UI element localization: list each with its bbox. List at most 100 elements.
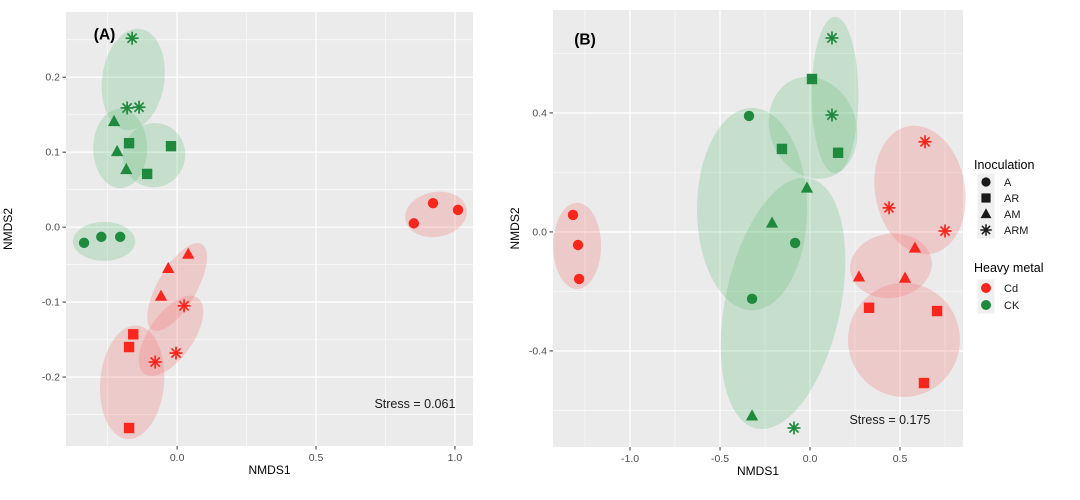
- x-tick-label: 0.5: [309, 452, 324, 464]
- confidence-ellipse-ck: [93, 108, 148, 189]
- triangle-marker-point: [110, 144, 124, 157]
- legend: Inoculation A AR AM ARM Heavy metal Cd CK: [974, 158, 1043, 314]
- square-marker-point: [806, 73, 818, 85]
- stress-annotation: Stress = 0.061: [374, 397, 455, 411]
- x-axis-label: NMDS1: [248, 463, 290, 477]
- series-ck-am: [107, 114, 133, 175]
- data-points: [78, 31, 464, 434]
- panel-A: 0.0 0.5 1.0 0.2 0.1 0.0 -0.1 -0.2 NMDS1 NMDS2 (A) S…: [1, 12, 473, 477]
- series-cd-arm: [148, 299, 191, 369]
- square-marker-point: [863, 302, 875, 313]
- asterisk-arm: [178, 300, 190, 312]
- series-cd-a: [567, 209, 585, 285]
- series-cd-ar: [863, 302, 943, 389]
- y-tick-label: -0.4: [529, 345, 547, 357]
- circle-marker-point: [408, 218, 420, 229]
- circle-marker-point: [789, 237, 801, 249]
- axes: -1.0 -0.5 0.0 0.5 0.4 0.0 -0.4 NMDS1 NMDS2: [508, 107, 907, 478]
- confidence-ellipse-ck: [811, 16, 859, 174]
- triangle-marker-point: [162, 261, 175, 274]
- confidence-ellipse-cd: [99, 325, 165, 440]
- asterisk-arm: [126, 33, 138, 44]
- asterisk-arm: [149, 356, 161, 368]
- square-marker-point: [123, 137, 135, 149]
- series-ck-ar: [776, 73, 844, 158]
- square-marker-point: [165, 140, 177, 152]
- confidence-ellipse-cd: [874, 125, 966, 255]
- asterisk-marker-point: [825, 31, 839, 45]
- asterisk-marker-point: [125, 31, 139, 45]
- confidence-ellipse-ck: [72, 221, 136, 261]
- confidence-ellipse-ck: [122, 123, 186, 188]
- asterisk-marker-point: [918, 135, 932, 149]
- asterisk-marker-point: [938, 224, 952, 238]
- series-cd-am: [154, 247, 195, 301]
- circle-marker-point: [114, 231, 126, 243]
- panel-background: [66, 12, 473, 446]
- triangle-marker-point: [765, 216, 779, 228]
- asterisk-arm: [170, 347, 182, 359]
- asterisk-marker-point: [169, 346, 183, 360]
- legend-item-label: Cd: [1004, 283, 1018, 295]
- triangle-marker-point: [898, 271, 912, 283]
- triangle-marker-point: [800, 181, 814, 193]
- gridlines: [553, 10, 963, 447]
- square-marker-point: [123, 341, 135, 353]
- asterisk-arm: [121, 102, 133, 114]
- x-tick-label: -0.5: [711, 453, 729, 465]
- asterisk-marker-point: [787, 421, 801, 435]
- triangle-marker-point: [182, 247, 195, 259]
- asterisk-arm: [826, 32, 838, 44]
- y-axis-label: NMDS2: [508, 207, 522, 249]
- square-marker-legend: [981, 193, 991, 203]
- circle-marker-point: [743, 110, 755, 122]
- square-marker-point: [931, 305, 943, 317]
- triangle-marker-point: [852, 270, 866, 282]
- series-cd-a: [408, 197, 464, 229]
- square-marker-point: [141, 168, 153, 180]
- circle-marker-point: [427, 197, 439, 209]
- confidence-ellipse-ck: [720, 177, 846, 430]
- series-cd-arm: [882, 135, 952, 238]
- asterisk-marker-point: [177, 299, 191, 313]
- asterisk-marker-legend: [980, 224, 992, 236]
- square-marker-point: [128, 329, 139, 340]
- y-tick-label: -0.1: [42, 297, 60, 309]
- confidence-ellipse-cd: [147, 243, 208, 332]
- panel-background: [553, 10, 963, 447]
- square-marker-point: [832, 147, 844, 158]
- circle-marker-legend: [981, 177, 991, 187]
- legend-title-heavy-metal: Heavy metal: [974, 261, 1043, 275]
- legend-title-inoculation: Inoculation: [974, 158, 1035, 172]
- x-axis-label: NMDS1: [737, 464, 779, 478]
- x-tick-label: 0.0: [803, 453, 818, 465]
- asterisk-arm: [939, 225, 951, 237]
- legend-item-label: AM: [1004, 209, 1021, 221]
- series-ck-a: [78, 231, 126, 249]
- triangle-marker-point: [908, 241, 922, 253]
- y-tick-label: 0.0: [532, 226, 547, 238]
- y-tick-label: 0.1: [45, 147, 60, 159]
- x-tick-label: 0.0: [170, 452, 185, 464]
- triangle-marker-point: [745, 409, 759, 421]
- asterisk-arm: [919, 136, 931, 147]
- circle-marker-legend: [981, 283, 991, 293]
- axes: 0.0 0.5 1.0 0.2 0.1 0.0 -0.1 -0.2 NMDS1 NMDS2: [1, 72, 462, 477]
- square-marker-point: [918, 377, 930, 389]
- circle-marker-point: [567, 209, 579, 221]
- x-tick-label: 0.5: [893, 453, 908, 465]
- y-tick-label: 0.2: [45, 72, 60, 84]
- series-ck-ar: [123, 137, 177, 180]
- y-tick-label: 0.0: [45, 222, 60, 234]
- triangle-marker-legend: [980, 208, 992, 219]
- confidence-ellipse-cd: [405, 191, 467, 238]
- square-marker-point: [123, 422, 135, 434]
- triangle-marker-point: [107, 114, 121, 127]
- asterisk-arm: [981, 225, 991, 235]
- series-cd-am: [852, 241, 922, 283]
- panel-letter: (B): [574, 32, 596, 49]
- confidence-ellipses: [553, 16, 966, 430]
- circle-marker-legend: [981, 300, 991, 310]
- circle-marker-point: [746, 293, 758, 305]
